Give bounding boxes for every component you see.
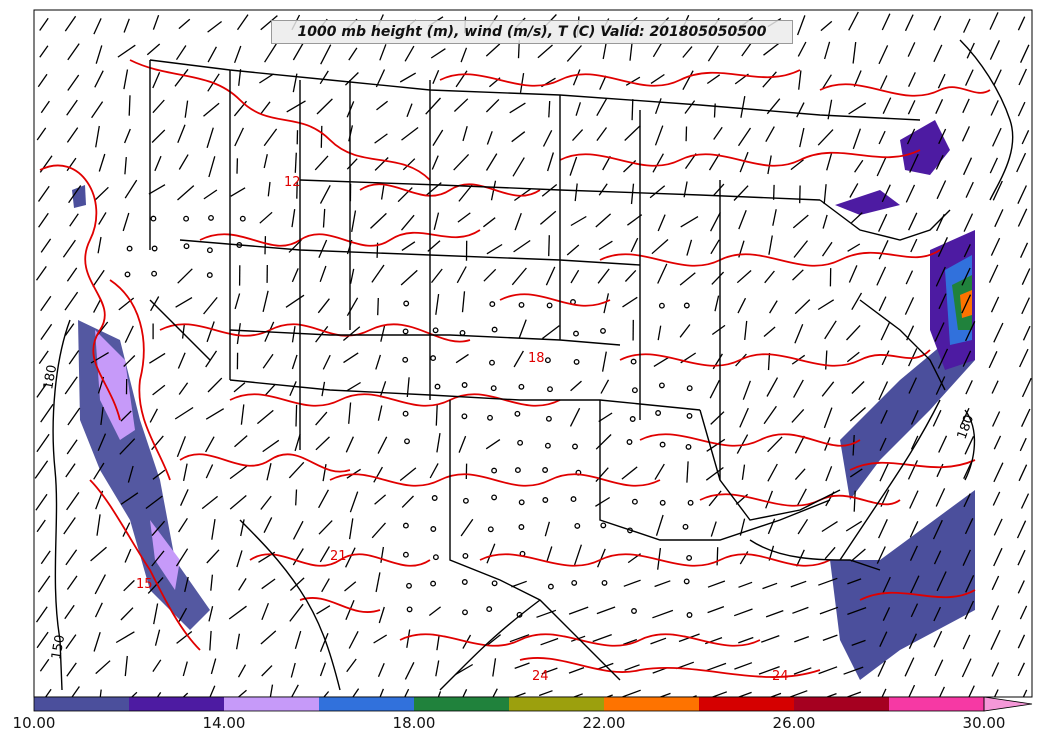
colorbar-segment xyxy=(34,697,129,711)
height-label-150-southwest: 150 xyxy=(49,634,68,661)
colorbar-segment xyxy=(414,697,509,711)
colorbar-segment xyxy=(509,697,604,711)
colorbar-tick-label: 26.00 xyxy=(772,714,816,732)
wind-speed-shading xyxy=(72,120,975,680)
colorbar-tick-label: 30.00 xyxy=(962,714,1006,732)
wind-barbs xyxy=(34,11,1032,697)
colorbar-outline xyxy=(33,696,985,712)
height-contours-and-borders xyxy=(52,39,1014,691)
temp-label-24-gulf: 24 xyxy=(532,669,549,684)
temp-label-24-southeast: 24 xyxy=(772,669,789,684)
map-title: 1000 mb height (m), wind (m/s), T (C) Va… xyxy=(271,20,793,44)
colorbar-tick-label: 18.00 xyxy=(392,714,436,732)
colorbar-tick-label: 10.00 xyxy=(12,714,56,732)
temp-label-15-west: 15 xyxy=(136,577,153,592)
colorbar-segment xyxy=(794,697,889,711)
colorbar-segment xyxy=(889,697,984,711)
colorbar-tick-label: 14.00 xyxy=(202,714,246,732)
colorbar-segment xyxy=(319,697,414,711)
temp-label-18-plains: 18 xyxy=(528,351,545,366)
colorbar-extend-arrow xyxy=(983,696,1033,712)
colorbar-segment xyxy=(224,697,319,711)
colorbar xyxy=(33,696,1033,712)
height-label-180-west: 180 xyxy=(41,364,60,391)
colorbar-segment xyxy=(129,697,224,711)
temp-label-21-texas: 21 xyxy=(330,549,347,564)
colorbar-segment xyxy=(604,697,699,711)
colorbar-segment xyxy=(699,697,794,711)
colorbar-tick-label: 22.00 xyxy=(582,714,626,732)
temp-label-12-north: 12 xyxy=(284,175,301,190)
